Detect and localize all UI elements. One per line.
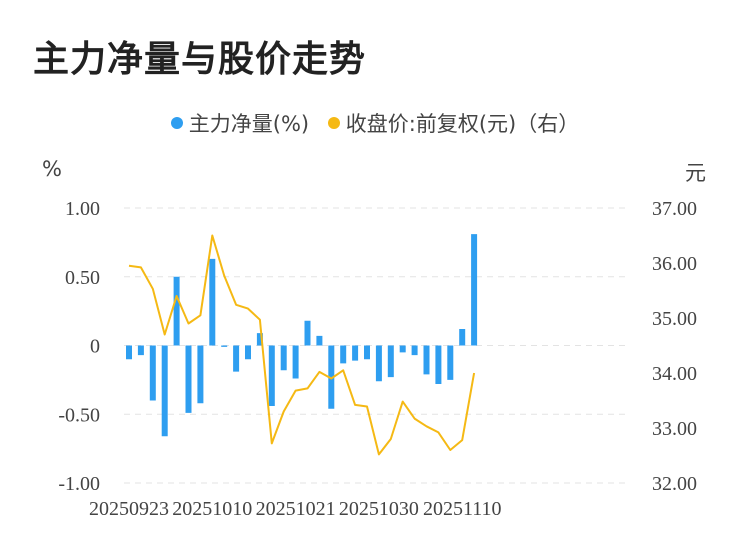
left-tick-label: 0 <box>90 336 100 358</box>
legend-item-net[interactable]: 主力净量(%) <box>170 108 310 138</box>
x-tick-label: 20250923 <box>89 498 169 520</box>
net-bar <box>435 345 442 384</box>
net-bar <box>161 345 168 437</box>
right-tick-label: 35.00 <box>652 308 697 330</box>
net-bar <box>245 345 251 360</box>
net-bar <box>447 345 454 380</box>
x-axis-ticks: 20250923 20251010 20251021 20251030 20251110 <box>89 498 501 520</box>
legend-dot-net-icon <box>170 117 183 129</box>
net-bar <box>459 329 466 346</box>
net-bar <box>471 234 478 346</box>
net-bar <box>209 258 216 346</box>
left-tick-label: 1.00 <box>65 198 100 220</box>
net-bar <box>126 345 132 360</box>
legend-item-price[interactable]: 收盘价:前复权(元)（右） <box>327 108 580 138</box>
right-tick-label: 36.00 <box>652 253 697 275</box>
price-line <box>128 234 476 456</box>
net-bar <box>411 345 418 356</box>
right-tick-label: 34.00 <box>652 363 697 385</box>
net-bar <box>185 345 192 413</box>
net-bar <box>316 335 323 346</box>
net-bar <box>197 345 204 404</box>
right-tick-label: 37.00 <box>652 198 697 220</box>
right-tick-label: 32.00 <box>652 473 697 495</box>
left-tick-label: 0.50 <box>65 267 100 289</box>
net-bar <box>423 345 430 375</box>
price-line-group <box>128 234 476 456</box>
net-bar <box>280 345 287 371</box>
left-tick-label: -0.50 <box>58 404 100 426</box>
net-bar <box>328 345 335 409</box>
left-tick-label: -1.00 <box>58 473 100 495</box>
legend-label-price: 收盘价:前复权(元)（右） <box>345 112 580 136</box>
net-bar <box>375 345 382 382</box>
net-bar <box>221 345 228 347</box>
net-bar <box>340 345 347 364</box>
net-bar <box>399 345 406 353</box>
net-bar <box>304 320 311 346</box>
x-tick-label: 20251010 <box>172 498 252 520</box>
net-bars <box>126 234 478 437</box>
x-tick-label: 20251110 <box>423 498 502 520</box>
net-bar <box>268 345 275 406</box>
legend-label-net: 主力净量(%) <box>188 112 310 136</box>
left-axis-ticks: 1.00 0.50 0 -0.50 -1.00 <box>58 198 100 495</box>
net-bar <box>292 345 299 379</box>
legend-dot-price-icon <box>327 117 340 129</box>
x-tick-label: 20251021 <box>256 498 336 520</box>
right-axis-ticks: 37.00 36.00 35.00 34.00 33.00 32.00 <box>652 198 697 495</box>
grid-lines <box>124 207 630 484</box>
net-bar <box>149 345 156 401</box>
net-bar <box>352 345 359 361</box>
chart-title: 主力净量与股价走势 <box>33 39 367 80</box>
right-axis-unit: 元 <box>685 161 706 185</box>
net-bar <box>387 345 394 378</box>
net-bar <box>173 276 180 346</box>
left-axis-unit: % <box>42 157 62 181</box>
right-tick-label: 33.00 <box>652 418 697 440</box>
net-bar <box>364 345 370 360</box>
net-bar <box>256 333 263 346</box>
x-tick-label: 20251030 <box>339 498 419 520</box>
legend: 主力净量(%) 收盘价:前复权(元)（右） <box>0 108 750 138</box>
net-bar <box>137 345 144 356</box>
net-bar <box>233 345 240 372</box>
